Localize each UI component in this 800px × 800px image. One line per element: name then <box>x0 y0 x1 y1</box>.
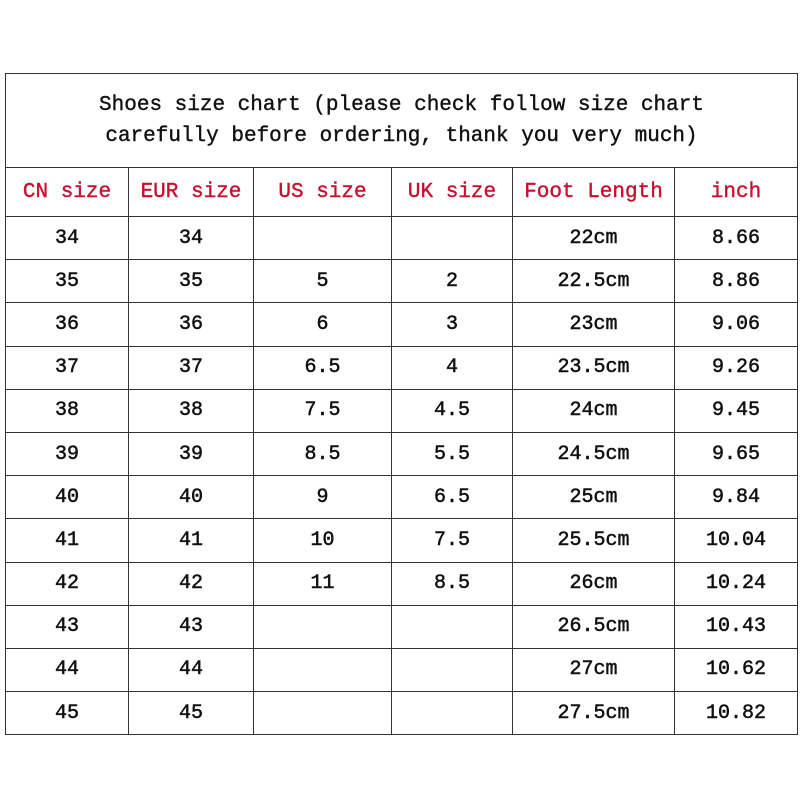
column-header: US size <box>253 167 392 217</box>
table-cell: 11 <box>253 561 392 606</box>
table-cell: 42 <box>5 561 129 606</box>
table-cell: 40 <box>128 475 254 520</box>
table-cell: 43 <box>5 604 129 649</box>
table-cell: 9.06 <box>674 302 798 347</box>
table-row: 44 44 27cm 10.62 <box>5 647 798 693</box>
table-cell: 27.5cm <box>512 691 675 736</box>
table-cell: 10.82 <box>674 691 798 736</box>
table-row: 38 38 7.5 4.5 24cm 9.45 <box>5 388 798 433</box>
table-cell: 22.5cm <box>512 259 675 304</box>
table-cell: 8.5 <box>253 431 392 477</box>
table-cell: 24.5cm <box>512 431 675 477</box>
column-header: EUR size <box>128 167 254 217</box>
table-cell: 10.24 <box>674 561 798 606</box>
table-cell: 8.86 <box>674 259 798 304</box>
title-line-1: Shoes size chart (please check follow si… <box>99 93 704 117</box>
table-row: 35 35 5 2 22.5cm 8.86 <box>5 259 798 304</box>
table-cell: 23cm <box>512 302 675 347</box>
table-cell: 39 <box>128 431 254 477</box>
table-cell: 10.43 <box>674 604 798 649</box>
table-cell: 9.26 <box>674 345 798 390</box>
table-cell <box>391 647 513 693</box>
table-cell: 39 <box>5 431 129 477</box>
table-cell: 7.5 <box>253 388 392 433</box>
table-cell: 9 <box>253 475 392 520</box>
table-cell: 10.04 <box>674 518 798 563</box>
table-cell: 38 <box>5 388 129 433</box>
table-cell: 4.5 <box>391 388 513 433</box>
table-row: 34 34 22cm 8.66 <box>5 215 798 261</box>
table-cell: 25cm <box>512 475 675 520</box>
table-cell: 6.5 <box>391 475 513 520</box>
title-row: Shoes size chart (please check follow si… <box>5 73 798 168</box>
table-cell: 41 <box>5 518 129 563</box>
table-cell <box>391 215 513 261</box>
table-cell: 7.5 <box>391 518 513 563</box>
table-cell: 36 <box>5 302 129 347</box>
table-cell: 9.45 <box>674 388 798 433</box>
table-row: 41 41 10 7.5 25.5cm 10.04 <box>5 518 798 563</box>
table-cell: 41 <box>128 518 254 563</box>
table-cell: 23.5cm <box>512 345 675 390</box>
table-cell: 34 <box>5 215 129 261</box>
table-cell: 22cm <box>512 215 675 261</box>
table-cell: 5 <box>253 259 392 304</box>
table-cell: 40 <box>5 475 129 520</box>
table-cell: 44 <box>5 647 129 693</box>
table-cell: 42 <box>128 561 254 606</box>
table-cell: 24cm <box>512 388 675 433</box>
table-cell: 10.62 <box>674 647 798 693</box>
table-cell <box>391 604 513 649</box>
table-row: 43 43 26.5cm 10.43 <box>5 604 798 649</box>
table-cell: 45 <box>5 691 129 736</box>
table-row: 39 39 8.5 5.5 24.5cm 9.65 <box>5 431 798 477</box>
table-cell: 9.65 <box>674 431 798 477</box>
table-cell <box>253 604 392 649</box>
table-cell <box>253 691 392 736</box>
table-cell: 36 <box>128 302 254 347</box>
table-cell: 26.5cm <box>512 604 675 649</box>
table-cell: 45 <box>128 691 254 736</box>
table-cell: 8.5 <box>391 561 513 606</box>
table-cell: 35 <box>128 259 254 304</box>
table-cell: 43 <box>128 604 254 649</box>
table-cell: 2 <box>391 259 513 304</box>
table-cell: 26cm <box>512 561 675 606</box>
table-cell: 6 <box>253 302 392 347</box>
table-row: 37 37 6.5 4 23.5cm 9.26 <box>5 345 798 390</box>
header-row: CN size EUR size US size UK size Foot Length… <box>5 167 798 217</box>
table-cell: 34 <box>128 215 254 261</box>
table-cell: 8.66 <box>674 215 798 261</box>
table-row: 42 42 11 8.5 26cm 10.24 <box>5 561 798 606</box>
table-cell: 3 <box>391 302 513 347</box>
table-cell <box>253 647 392 693</box>
table-cell: 37 <box>128 345 254 390</box>
column-header: UK size <box>391 167 513 217</box>
table-row: 36 36 6 3 23cm 9.06 <box>5 302 798 347</box>
table-cell: 10 <box>253 518 392 563</box>
column-header: Foot Length <box>512 167 675 217</box>
table-cell <box>391 691 513 736</box>
size-chart-table: Shoes size chart (please check follow si… <box>5 73 798 736</box>
table-row: 40 40 9 6.5 25cm 9.84 <box>5 475 798 520</box>
column-header: CN size <box>5 167 129 217</box>
table-cell: 38 <box>128 388 254 433</box>
table-cell: 35 <box>5 259 129 304</box>
table-cell: 27cm <box>512 647 675 693</box>
table-cell <box>253 215 392 261</box>
title-line-2: carefully before ordering, thank you ver… <box>105 124 698 148</box>
table-cell: 37 <box>5 345 129 390</box>
column-header: inch <box>674 167 798 217</box>
table-row: 45 45 27.5cm 10.82 <box>5 691 798 736</box>
table-cell: 5.5 <box>391 431 513 477</box>
table-cell: 25.5cm <box>512 518 675 563</box>
table-cell: 9.84 <box>674 475 798 520</box>
table-cell: 44 <box>128 647 254 693</box>
table-title: Shoes size chart (please check follow si… <box>5 73 798 168</box>
table-cell: 6.5 <box>253 345 392 390</box>
table-cell: 4 <box>391 345 513 390</box>
